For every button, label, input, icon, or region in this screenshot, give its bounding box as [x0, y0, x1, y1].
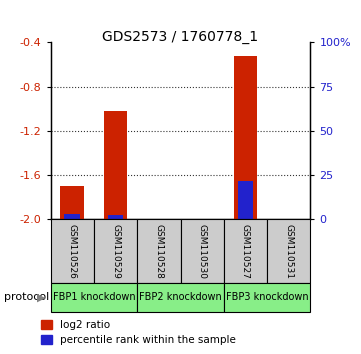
Text: GSM110530: GSM110530 [198, 224, 206, 279]
Legend: log2 ratio, percentile rank within the sample: log2 ratio, percentile rank within the s… [41, 320, 236, 345]
Bar [234, 56, 257, 219]
Text: ▶: ▶ [37, 292, 46, 302]
Bar [108, 215, 123, 219]
Bar [60, 186, 84, 219]
Bar [224, 283, 310, 312]
Text: GSM110529: GSM110529 [111, 224, 120, 279]
Bar [137, 283, 224, 312]
Text: FBP1 knockdown: FBP1 knockdown [53, 292, 135, 302]
Text: GSM110526: GSM110526 [68, 224, 77, 279]
Text: FBP2 knockdown: FBP2 knockdown [139, 292, 222, 302]
Bar [51, 283, 137, 312]
Text: GDS2573 / 1760778_1: GDS2573 / 1760778_1 [103, 30, 258, 44]
Bar [94, 219, 137, 283]
Text: protocol: protocol [4, 292, 49, 302]
Bar [65, 214, 80, 219]
Bar [51, 219, 94, 283]
Bar [180, 219, 224, 283]
Text: GSM110531: GSM110531 [284, 224, 293, 279]
Bar [238, 181, 253, 219]
Bar [104, 111, 127, 219]
Text: FBP3 knockdown: FBP3 knockdown [226, 292, 308, 302]
Text: GSM110528: GSM110528 [155, 224, 163, 279]
Bar [137, 219, 180, 283]
Bar [267, 219, 310, 283]
Bar [224, 219, 267, 283]
Text: GSM110527: GSM110527 [241, 224, 250, 279]
